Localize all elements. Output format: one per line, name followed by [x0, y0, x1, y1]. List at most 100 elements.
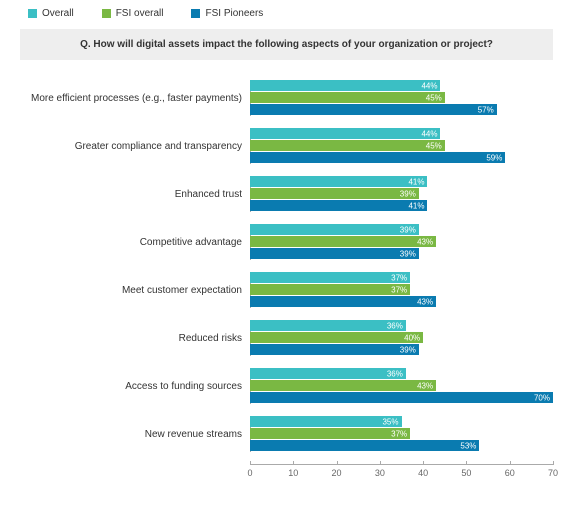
- bar: 39%: [250, 344, 419, 355]
- x-axis: 010203040506070: [20, 464, 553, 482]
- plot-area: 39%43%39%: [250, 224, 553, 260]
- x-tick-line: [337, 461, 338, 465]
- x-tick-line: [380, 461, 381, 465]
- x-tick-line: [423, 461, 424, 465]
- legend-label: FSI Pioneers: [205, 8, 263, 19]
- bar-value-label: 41%: [408, 177, 424, 186]
- bar: 53%: [250, 440, 479, 451]
- legend-swatch: [28, 9, 37, 18]
- bar-value-label: 53%: [460, 441, 476, 450]
- plot-area: 44% 45% 57%: [250, 80, 553, 116]
- x-tick-label: 50: [461, 468, 471, 478]
- bar: 44%: [250, 80, 440, 91]
- bar-value-label: 43%: [417, 237, 433, 246]
- bar-group: Greater compliance and transparency44%45…: [20, 128, 553, 164]
- bar-value-label: 39%: [400, 189, 416, 198]
- bar: 59%: [250, 152, 505, 163]
- bar-row: 44%: [250, 128, 553, 139]
- legend-label: FSI overall: [116, 8, 164, 19]
- bar-value-label: 44%: [421, 81, 437, 90]
- x-tick-label: 70: [548, 468, 558, 478]
- bar: 35%: [250, 416, 402, 427]
- bar-value-label: 57%: [478, 105, 494, 114]
- x-tick-label: 20: [332, 468, 342, 478]
- category-label: Access to funding sources: [20, 381, 250, 392]
- bar-group: Enhanced trust 41% 39% 41%: [20, 176, 553, 212]
- bar-value-label: 39%: [400, 249, 416, 258]
- bar: 39%: [250, 188, 419, 199]
- bar-value-label: 43%: [417, 381, 433, 390]
- bar-value-label: 37%: [391, 273, 407, 282]
- plot-area: 36% 43% 70%: [250, 368, 553, 404]
- bar-row: 59%: [250, 152, 553, 163]
- bar-group: Meet customer expectation37%37%43%: [20, 272, 553, 308]
- bar: 39%: [250, 248, 419, 259]
- category-label: Greater compliance and transparency: [20, 141, 250, 152]
- plot-area: 44%45%59%: [250, 128, 553, 164]
- bar-value-label: 36%: [387, 369, 403, 378]
- bar-value-label: 39%: [400, 345, 416, 354]
- bar-row: 39%: [250, 188, 553, 199]
- x-tick-label: 30: [375, 468, 385, 478]
- category-label: New revenue streams: [20, 429, 250, 440]
- bar: 37%: [250, 428, 410, 439]
- legend-item: Overall: [28, 8, 74, 19]
- legend-swatch: [102, 9, 111, 18]
- bar-value-label: 37%: [391, 429, 407, 438]
- category-label: Competitive advantage: [20, 237, 250, 248]
- bar-row: 44%: [250, 80, 553, 91]
- plot-area: 37% 37% 43%: [250, 272, 553, 308]
- x-tick-label: 10: [288, 468, 298, 478]
- bar: 43%: [250, 380, 436, 391]
- bar-group: Reduced risks 36%40% 39%: [20, 320, 553, 356]
- bar: 41%: [250, 200, 427, 211]
- bar-value-label: 43%: [417, 297, 433, 306]
- bar-chart: More efficient processes (e.g., faster p…: [20, 80, 553, 482]
- bar-row: 45%: [250, 92, 553, 103]
- category-label: Meet customer expectation: [20, 285, 250, 296]
- category-label: More efficient processes (e.g., faster p…: [20, 93, 250, 104]
- bar-value-label: 70%: [534, 393, 550, 402]
- bar-row: 43%: [250, 296, 553, 307]
- category-label: Reduced risks: [20, 333, 250, 344]
- legend-swatch: [191, 9, 200, 18]
- x-tick-label: 60: [505, 468, 515, 478]
- bar-row: 41%: [250, 176, 553, 187]
- bar-row: 70%: [250, 392, 553, 403]
- bar-group: Access to funding sources 36% 43% 70%: [20, 368, 553, 404]
- bar-row: 36%: [250, 320, 553, 331]
- bar-value-label: 40%: [404, 333, 420, 342]
- bar-row: 37%: [250, 428, 553, 439]
- x-tick-line: [293, 461, 294, 465]
- plot-area: 35% 37% 53%: [250, 416, 553, 452]
- bar: 70%: [250, 392, 553, 403]
- bar-row: 43%: [250, 380, 553, 391]
- legend-label: Overall: [42, 8, 74, 19]
- bar-row: 43%: [250, 236, 553, 247]
- chart-legend: Overall FSI overall FSI Pioneers: [20, 8, 553, 19]
- bar: 41%: [250, 176, 427, 187]
- bar-value-label: 39%: [400, 225, 416, 234]
- bar-row: 39%: [250, 224, 553, 235]
- bar: 45%: [250, 140, 445, 151]
- bar-value-label: 35%: [382, 417, 398, 426]
- bar-row: 37%: [250, 284, 553, 295]
- bar: 44%: [250, 128, 440, 139]
- x-tick-line: [466, 461, 467, 465]
- bar: 45%: [250, 92, 445, 103]
- bar-row: 53%: [250, 440, 553, 451]
- plot-area: 36%40% 39%: [250, 320, 553, 356]
- bar-value-label: 45%: [426, 93, 442, 102]
- question-title: Q. How will digital assets impact the fo…: [20, 29, 553, 60]
- bar-value-label: 41%: [408, 201, 424, 210]
- x-tick-line: [510, 461, 511, 465]
- bar-row: 36%: [250, 368, 553, 379]
- bar: 37%: [250, 272, 410, 283]
- bar-row: 37%: [250, 272, 553, 283]
- bar-value-label: 36%: [387, 321, 403, 330]
- category-label: Enhanced trust: [20, 189, 250, 200]
- legend-item: FSI Pioneers: [191, 8, 263, 19]
- x-tick-label: 0: [247, 468, 252, 478]
- x-tick-label: 40: [418, 468, 428, 478]
- bar-row: 39%: [250, 248, 553, 259]
